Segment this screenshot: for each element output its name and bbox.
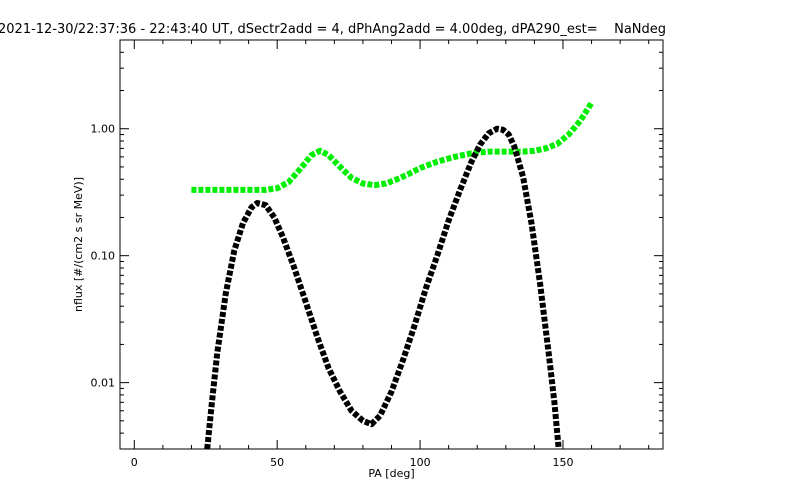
x-tick-label: 50 bbox=[270, 456, 284, 469]
series-2-line bbox=[204, 125, 562, 449]
x-axis-label: PA [deg] bbox=[368, 467, 414, 480]
y-axis-label: nflux [#/(cm2 s sr MeV)] bbox=[72, 177, 85, 312]
ticks-layer: 0 50 100 150 0.01 0.10 1.00 bbox=[91, 39, 663, 469]
x-tick-label: 100 bbox=[410, 456, 431, 469]
chart-title: 2021-12-30/22:37:36 - 22:43:40 UT, dSect… bbox=[0, 22, 666, 37]
y-tick-label: 0.10 bbox=[91, 250, 116, 263]
x-tick-label: 0 bbox=[131, 456, 138, 469]
series-1-line bbox=[191, 101, 595, 193]
curves-layer bbox=[191, 101, 595, 449]
y-tick-label: 0.01 bbox=[91, 377, 116, 390]
x-tick-label: 150 bbox=[552, 456, 573, 469]
y-tick-label: 1.00 bbox=[91, 123, 116, 136]
